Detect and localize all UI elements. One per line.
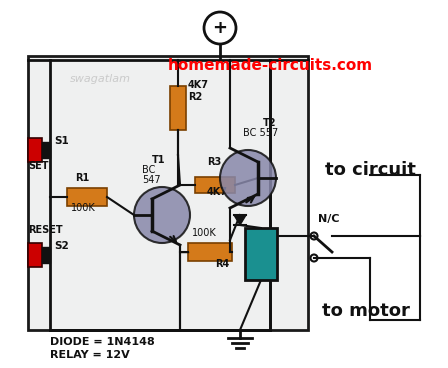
Text: N/C: N/C — [318, 214, 340, 224]
Bar — [188, 243, 232, 261]
Polygon shape — [234, 215, 246, 225]
Bar — [42, 247, 50, 263]
Text: homemade-circuits.com: homemade-circuits.com — [168, 58, 373, 73]
Bar — [28, 243, 42, 267]
Circle shape — [220, 150, 276, 206]
Bar — [67, 188, 107, 206]
Text: BC: BC — [142, 165, 155, 175]
Text: SET: SET — [28, 161, 48, 171]
Circle shape — [134, 187, 190, 243]
Bar — [42, 142, 50, 158]
Text: BC 557: BC 557 — [243, 128, 278, 138]
Text: T2: T2 — [263, 118, 276, 128]
Text: 4K7: 4K7 — [188, 80, 209, 90]
Text: R4: R4 — [215, 259, 229, 269]
Text: 547: 547 — [142, 175, 161, 185]
Bar — [28, 138, 42, 162]
Text: 100K: 100K — [71, 203, 96, 213]
Bar — [170, 86, 186, 130]
Bar — [28, 56, 308, 330]
Text: DIODE = 1N4148: DIODE = 1N4148 — [50, 337, 155, 347]
Text: to motor: to motor — [322, 302, 410, 320]
Text: to circuit: to circuit — [325, 161, 416, 179]
Text: R2: R2 — [188, 92, 202, 102]
Text: 4K7: 4K7 — [207, 187, 228, 197]
Bar — [245, 228, 277, 280]
Text: +: + — [212, 19, 228, 37]
Text: swagatlam: swagatlam — [70, 74, 131, 84]
Text: R1: R1 — [75, 173, 89, 183]
Text: R3: R3 — [207, 157, 221, 167]
Text: RESET: RESET — [28, 225, 63, 235]
Text: 100K: 100K — [192, 228, 217, 238]
Text: S1: S1 — [54, 136, 69, 146]
Text: T1: T1 — [152, 155, 165, 165]
Bar — [195, 177, 235, 193]
Text: S2: S2 — [54, 241, 69, 251]
Text: RELAY = 12V: RELAY = 12V — [50, 350, 130, 360]
